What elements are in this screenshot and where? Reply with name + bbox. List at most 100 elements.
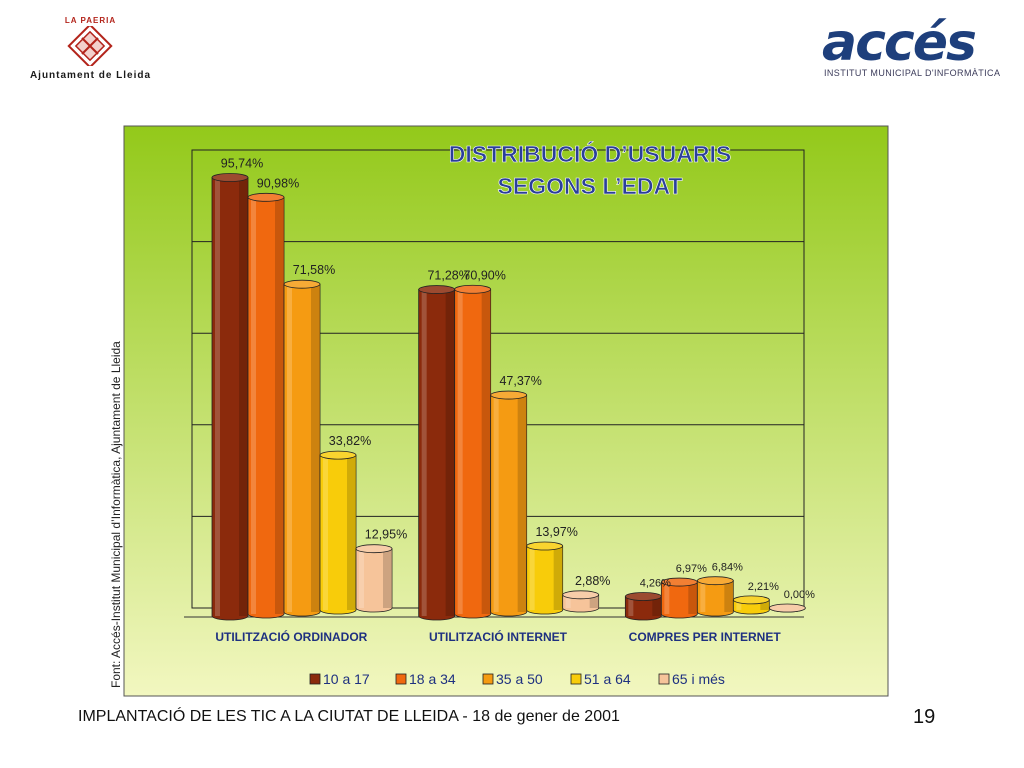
paeria-logo: LA PAERIA Ajuntament de Lleida: [18, 14, 163, 86]
acces-brand-text: accés: [822, 13, 976, 66]
bar-shadow: [481, 289, 491, 614]
bar-highlight: [700, 580, 706, 612]
data-label: 71,28%: [427, 269, 469, 283]
data-label: 4,26%: [640, 577, 671, 589]
bar-highlight: [323, 455, 328, 610]
legend-swatch: [395, 673, 407, 685]
chart-title-line1: DISTRIBUCIÓ D’USUARIS: [449, 140, 731, 167]
acces-brand-icon: accés: [822, 13, 978, 66]
data-label: 90,98%: [257, 176, 299, 190]
bar: [355, 544, 393, 613]
category-label: UTILITZACIÓ INTERNET: [429, 629, 568, 644]
bar: [696, 576, 734, 617]
bar: [624, 592, 662, 621]
bar-shadow: [347, 455, 356, 610]
bar-shadow: [311, 284, 320, 612]
bar: [418, 285, 456, 621]
bar-highlight: [457, 289, 463, 614]
bar-shadow: [275, 197, 284, 615]
bar-body: [696, 580, 734, 617]
bar-shadow: [652, 596, 662, 616]
bar: [660, 577, 698, 619]
bar-shadow: [383, 548, 392, 608]
data-labels: 95,74% 90,98% 71,58% 33,82% 12,95% 71,28%70,9…: [221, 157, 815, 601]
legend: 10 a 17 18 a 34 35 a 50 51 a 64 65 i més: [309, 671, 725, 687]
bar: [732, 595, 770, 615]
legend-label: 18 a 34: [409, 671, 456, 687]
bar-highlight: [215, 177, 220, 616]
bar: [562, 590, 600, 613]
bar-top: [247, 192, 285, 202]
bar-shadow: [445, 289, 455, 616]
legend-label: 35 a 50: [496, 671, 543, 687]
bar: [490, 390, 528, 617]
paeria-top-text: LA PAERIA: [64, 16, 117, 25]
bar-top: [454, 284, 492, 294]
data-label: 2,88%: [575, 574, 610, 588]
page-number: 19: [913, 706, 936, 728]
legend-swatch: [482, 673, 494, 685]
bar-highlight: [359, 548, 364, 608]
bar-highlight: [664, 582, 670, 614]
category-label: UTILITZACIÓ ORDINADOR: [215, 629, 367, 644]
bar-highlight: [421, 289, 427, 616]
bar: [247, 192, 285, 619]
bar-top: [418, 285, 456, 294]
bar: [319, 450, 357, 615]
acces-subtitle: INSTITUT MUNICIPAL D'INFORMÀTICA: [824, 68, 1001, 78]
bar-shadow: [239, 177, 248, 616]
data-label: 0,00%: [784, 589, 815, 601]
data-label: 71,58%: [293, 263, 335, 277]
bar-top: [732, 595, 770, 605]
footer-text: IMPLANTACIÓ DE LES TIC A LA CIUTAT DE LL…: [78, 708, 620, 725]
category-labels: UTILITZACIÓ ORDINADOR UTILITZACIÓ INTERNE…: [215, 629, 781, 644]
bar-shadow: [688, 582, 698, 614]
bar-highlight: [287, 284, 292, 612]
bar-highlight: [493, 395, 499, 612]
category-label: COMPRES PER INTERNET: [629, 630, 782, 644]
bar-body: [624, 596, 662, 621]
bar-shadow: [517, 395, 527, 612]
data-label: 95,74%: [221, 157, 263, 171]
data-label: 13,97%: [535, 525, 577, 539]
data-label: 47,37%: [499, 374, 541, 388]
bar: [768, 603, 806, 613]
legend-swatch: [309, 673, 321, 685]
source-note: Font: Accés-Institut Municipal d’Informà…: [109, 341, 123, 688]
chart-title-line2: SEGONS L’EDAT: [498, 173, 683, 199]
bar-top: [562, 590, 600, 600]
bar: [526, 541, 564, 615]
bar-top: [319, 450, 357, 460]
legend-label: 51 a 64: [584, 671, 631, 687]
bar-highlight: [628, 596, 634, 616]
bar-top: [211, 173, 249, 182]
bar-highlight: [565, 594, 571, 608]
bar-top: [526, 541, 564, 551]
bar-shadow: [553, 546, 563, 610]
bar-top: [355, 544, 393, 554]
bar-top: [768, 603, 806, 613]
bar-highlight: [736, 599, 742, 610]
paeria-emblem-icon: [67, 26, 113, 66]
legend-label: 10 a 17: [323, 671, 370, 687]
bar-highlight: [251, 197, 256, 615]
bar-body: [660, 581, 698, 619]
data-label: 70,90%: [463, 268, 505, 282]
legend-swatch: [570, 673, 582, 685]
legend-swatch: [658, 673, 670, 685]
bar-shadow: [724, 580, 734, 612]
bar-highlight: [529, 546, 535, 610]
bar-shadow: [589, 594, 599, 608]
acces-logo: accés INSTITUT MUNICIPAL D'INFORMÀTICA: [818, 6, 1008, 84]
bar-top: [624, 592, 662, 601]
data-label: 6,84%: [712, 562, 743, 574]
bar-shadow: [760, 599, 770, 610]
legend-label: 65 i més: [672, 671, 725, 687]
data-label: 12,95%: [365, 528, 407, 542]
bars: [211, 173, 806, 621]
paeria-bottom-text: Ajuntament de Lleida: [29, 70, 152, 81]
data-label: 2,21%: [748, 581, 779, 593]
bar: [283, 279, 321, 617]
data-label: 33,82%: [329, 434, 371, 448]
